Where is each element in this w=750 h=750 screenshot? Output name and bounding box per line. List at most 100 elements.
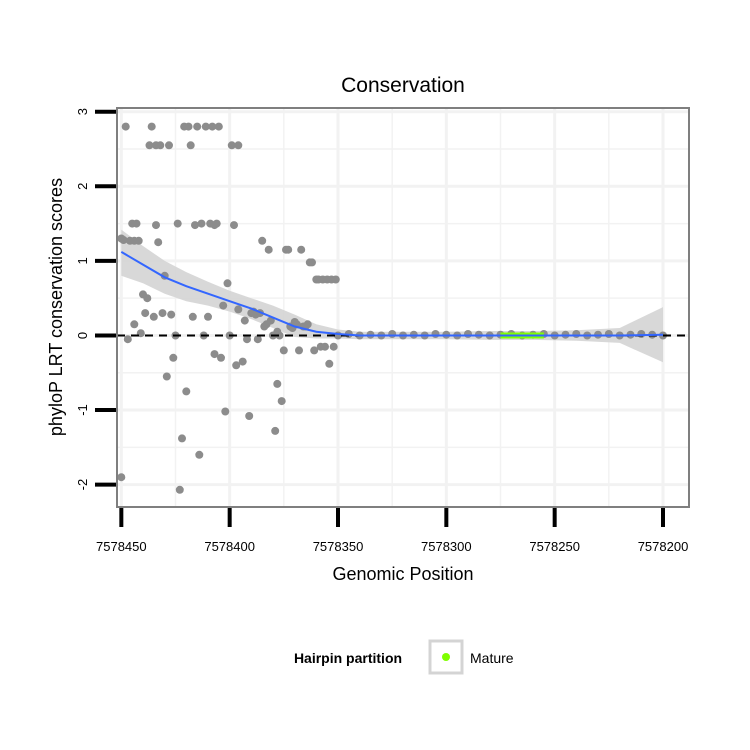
data-point bbox=[169, 353, 178, 362]
x-tick-label: 7578400 bbox=[204, 539, 255, 554]
data-point bbox=[271, 426, 280, 435]
data-point bbox=[152, 221, 160, 230]
x-tick-label: 7578350 bbox=[313, 539, 364, 554]
legend-title: Hairpin partition bbox=[294, 650, 402, 666]
data-point bbox=[147, 122, 156, 131]
data-point bbox=[310, 346, 319, 355]
data-point bbox=[121, 122, 130, 131]
data-point bbox=[308, 258, 316, 267]
data-point bbox=[279, 346, 288, 355]
data-point bbox=[223, 279, 232, 288]
data-point bbox=[234, 141, 243, 150]
data-point bbox=[297, 245, 306, 254]
y-tick-label: -2 bbox=[75, 479, 90, 491]
data-point bbox=[143, 294, 152, 303]
chart-title: Conservation bbox=[341, 74, 465, 97]
data-point bbox=[195, 450, 204, 459]
data-point bbox=[154, 238, 163, 247]
data-point bbox=[572, 330, 581, 338]
data-point bbox=[149, 312, 158, 321]
data-point bbox=[210, 350, 219, 359]
data-point bbox=[123, 335, 132, 344]
data-point bbox=[245, 412, 254, 420]
data-point bbox=[295, 346, 303, 355]
data-point bbox=[193, 122, 202, 131]
y-tick-label: -1 bbox=[75, 404, 90, 416]
y-tick-label: 1 bbox=[75, 257, 90, 264]
data-point bbox=[191, 221, 199, 230]
data-point bbox=[464, 330, 472, 338]
data-point bbox=[388, 330, 397, 338]
data-point bbox=[182, 387, 191, 396]
data-point bbox=[329, 342, 338, 351]
panel-border bbox=[116, 107, 690, 508]
data-point bbox=[201, 122, 210, 131]
data-point bbox=[188, 312, 197, 321]
data-point bbox=[145, 141, 154, 150]
data-point bbox=[156, 141, 165, 150]
data-point bbox=[158, 309, 167, 318]
data-point bbox=[173, 219, 182, 228]
data-point bbox=[219, 301, 228, 310]
smooth-line bbox=[120, 251, 664, 337]
data-point bbox=[275, 331, 284, 340]
x-tick-label: 7578250 bbox=[529, 539, 580, 554]
data-point bbox=[258, 236, 267, 245]
data-point bbox=[132, 219, 141, 228]
data-point bbox=[178, 434, 186, 443]
data-point bbox=[165, 141, 173, 150]
data-point bbox=[264, 245, 273, 254]
data-point bbox=[273, 379, 282, 388]
data-point bbox=[230, 221, 238, 230]
data-point bbox=[243, 335, 251, 344]
data-point bbox=[167, 310, 176, 319]
data-point bbox=[162, 372, 171, 381]
data-point bbox=[184, 122, 193, 131]
data-point bbox=[604, 330, 613, 338]
x-axis-title: Genomic Position bbox=[332, 564, 473, 584]
data-point bbox=[331, 275, 340, 284]
data-point bbox=[217, 353, 225, 362]
legend-key-mature bbox=[442, 653, 450, 661]
data-point bbox=[240, 316, 249, 325]
data-point bbox=[431, 330, 440, 338]
plot-panel bbox=[117, 108, 689, 507]
legend: Hairpin partition Mature bbox=[294, 639, 514, 675]
data-point bbox=[212, 219, 221, 228]
y-axis-title: phyloP LRT conservation scores bbox=[46, 178, 66, 436]
data-point bbox=[130, 320, 139, 329]
data-point bbox=[303, 320, 312, 329]
data-point bbox=[325, 359, 334, 368]
plot-area bbox=[116, 107, 690, 508]
data-point bbox=[253, 335, 262, 344]
x-tick-label: 7578200 bbox=[638, 539, 689, 554]
data-point bbox=[134, 236, 143, 245]
legend-label-mature: Mature bbox=[470, 650, 514, 666]
y-tick-label: 0 bbox=[75, 332, 90, 339]
data-point bbox=[234, 305, 243, 314]
data-point bbox=[232, 361, 241, 370]
data-point bbox=[221, 407, 230, 416]
data-point bbox=[197, 219, 206, 228]
data-point bbox=[321, 342, 329, 351]
y-tick-label: 3 bbox=[75, 108, 90, 115]
data-point bbox=[117, 473, 126, 482]
data-point bbox=[175, 485, 184, 494]
data-point bbox=[284, 245, 293, 254]
data-point bbox=[208, 122, 217, 131]
axes: 7578450 7578400 7578350 7578300 7578250 75782… bbox=[75, 108, 688, 554]
data-point bbox=[186, 141, 195, 150]
x-tick-label: 7578300 bbox=[421, 539, 472, 554]
data-point bbox=[227, 141, 236, 150]
data-point bbox=[637, 330, 646, 338]
data-point bbox=[266, 316, 275, 325]
data-point bbox=[214, 122, 223, 131]
y-tick-label: 2 bbox=[75, 183, 90, 190]
data-point bbox=[277, 397, 286, 406]
data-point bbox=[141, 309, 150, 318]
data-point bbox=[238, 357, 247, 366]
data-point bbox=[119, 236, 128, 244]
x-tick-label: 7578450 bbox=[96, 539, 147, 554]
data-point bbox=[204, 312, 212, 321]
